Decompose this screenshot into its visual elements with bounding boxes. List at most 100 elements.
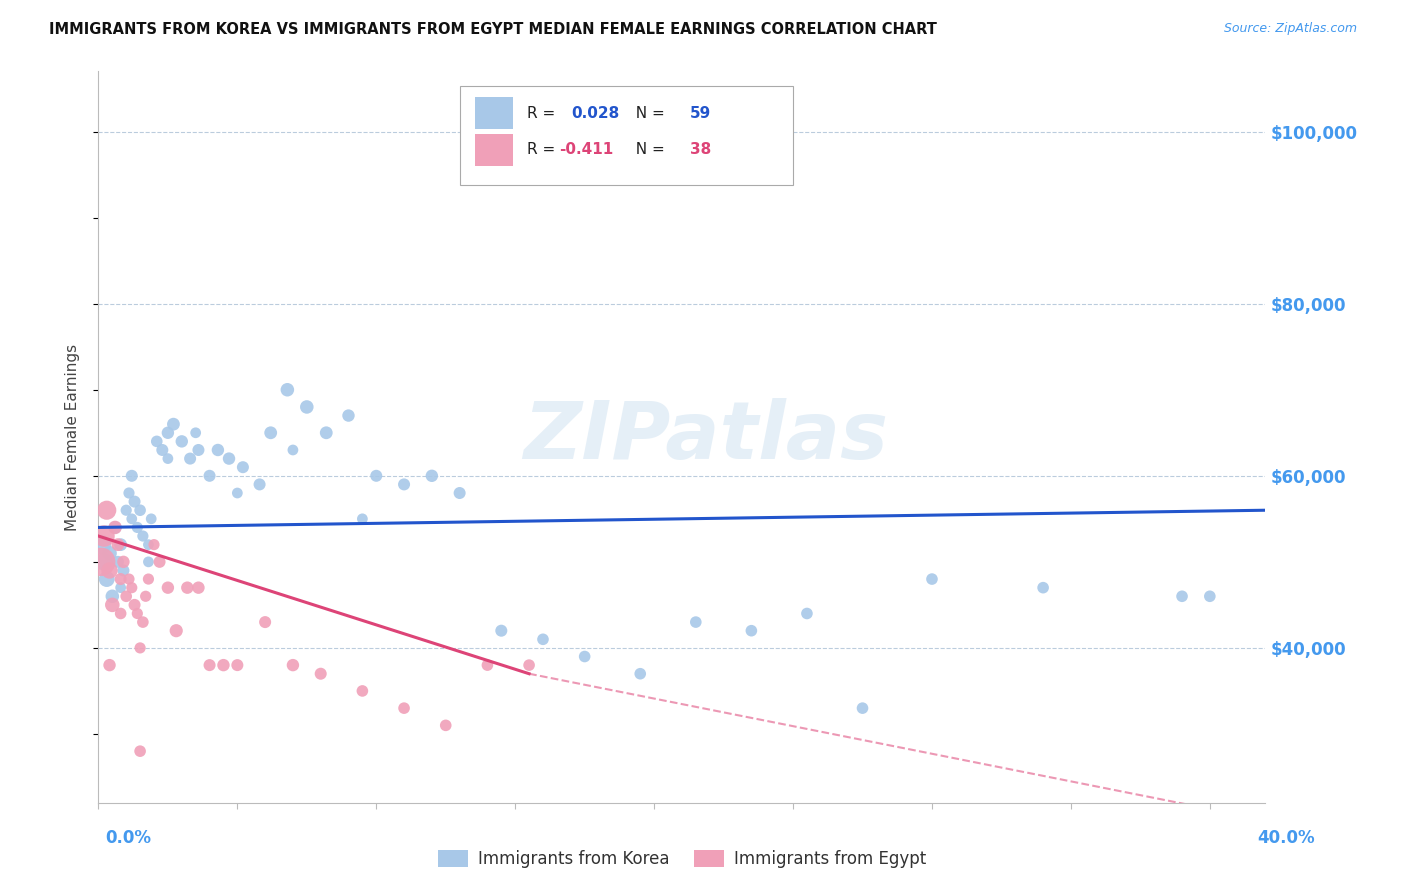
Text: 0.028: 0.028 xyxy=(571,105,619,120)
Point xyxy=(276,383,298,397)
Point xyxy=(207,442,229,457)
Point xyxy=(124,598,146,612)
Point xyxy=(143,538,166,552)
Point xyxy=(101,589,124,603)
Point xyxy=(449,486,471,500)
Point xyxy=(1171,589,1194,603)
Point xyxy=(156,425,179,440)
Point xyxy=(124,494,146,508)
Point xyxy=(110,607,132,621)
Point xyxy=(101,598,124,612)
Point xyxy=(226,486,249,500)
Point xyxy=(796,607,818,621)
Point xyxy=(281,442,304,457)
Point xyxy=(90,538,112,552)
Point xyxy=(110,538,132,552)
FancyBboxPatch shape xyxy=(460,86,793,185)
Point xyxy=(198,468,221,483)
Point xyxy=(132,529,155,543)
Point xyxy=(138,555,160,569)
Point xyxy=(98,546,121,560)
Point xyxy=(141,512,163,526)
Text: N =: N = xyxy=(626,105,669,120)
Point xyxy=(129,503,152,517)
Point xyxy=(129,744,152,758)
Text: ZIPatlas: ZIPatlas xyxy=(523,398,887,476)
Point xyxy=(156,581,179,595)
Point xyxy=(138,572,160,586)
Point xyxy=(110,572,132,586)
Point xyxy=(156,451,179,466)
Point xyxy=(352,684,374,698)
Point xyxy=(226,658,249,673)
Point xyxy=(115,503,138,517)
Point xyxy=(132,615,155,629)
Point xyxy=(98,658,121,673)
Point xyxy=(146,434,169,449)
Point xyxy=(434,718,457,732)
Point xyxy=(740,624,762,638)
Point xyxy=(685,615,707,629)
Point xyxy=(392,477,415,491)
Point xyxy=(295,400,318,414)
Point xyxy=(104,520,127,534)
Point xyxy=(574,649,596,664)
Text: 38: 38 xyxy=(690,142,711,157)
Text: R =: R = xyxy=(527,105,560,120)
Text: Source: ZipAtlas.com: Source: ZipAtlas.com xyxy=(1223,22,1357,36)
Point xyxy=(107,538,129,552)
Text: 59: 59 xyxy=(690,105,711,120)
Point xyxy=(232,460,254,475)
Point xyxy=(93,555,115,569)
Point xyxy=(96,572,118,586)
Point xyxy=(218,451,240,466)
Point xyxy=(491,624,513,638)
Text: IMMIGRANTS FROM KOREA VS IMMIGRANTS FROM EGYPT MEDIAN FEMALE EARNINGS CORRELATIO: IMMIGRANTS FROM KOREA VS IMMIGRANTS FROM… xyxy=(49,22,936,37)
Point xyxy=(165,624,187,638)
Point xyxy=(121,581,143,595)
Text: N =: N = xyxy=(626,142,669,157)
Point xyxy=(352,512,374,526)
Point xyxy=(93,529,115,543)
Point xyxy=(150,442,173,457)
Point xyxy=(176,581,198,595)
Text: R =: R = xyxy=(527,142,560,157)
Point xyxy=(115,589,138,603)
Point xyxy=(118,572,141,586)
Point xyxy=(90,555,112,569)
Text: -0.411: -0.411 xyxy=(560,142,613,157)
Point xyxy=(392,701,415,715)
Point xyxy=(179,451,201,466)
Point xyxy=(121,468,143,483)
Point xyxy=(921,572,943,586)
Point xyxy=(628,666,651,681)
Text: 40.0%: 40.0% xyxy=(1257,829,1315,847)
Point xyxy=(110,581,132,595)
Point xyxy=(309,666,332,681)
Point xyxy=(162,417,184,432)
Point xyxy=(851,701,873,715)
Point xyxy=(1198,589,1220,603)
Point xyxy=(315,425,337,440)
Point xyxy=(337,409,360,423)
Point xyxy=(184,425,207,440)
Point xyxy=(96,503,118,517)
Point xyxy=(249,477,271,491)
Point xyxy=(121,512,143,526)
FancyBboxPatch shape xyxy=(475,134,513,166)
Point xyxy=(477,658,499,673)
Point xyxy=(1032,581,1054,595)
Point xyxy=(170,434,193,449)
Point xyxy=(138,538,160,552)
Point xyxy=(260,425,283,440)
Point xyxy=(118,486,141,500)
Point xyxy=(98,564,121,578)
Point xyxy=(366,468,388,483)
Point xyxy=(129,640,152,655)
Point xyxy=(198,658,221,673)
Point xyxy=(107,555,129,569)
Point xyxy=(281,658,304,673)
Point xyxy=(254,615,277,629)
Point xyxy=(531,632,554,647)
Point xyxy=(127,607,149,621)
